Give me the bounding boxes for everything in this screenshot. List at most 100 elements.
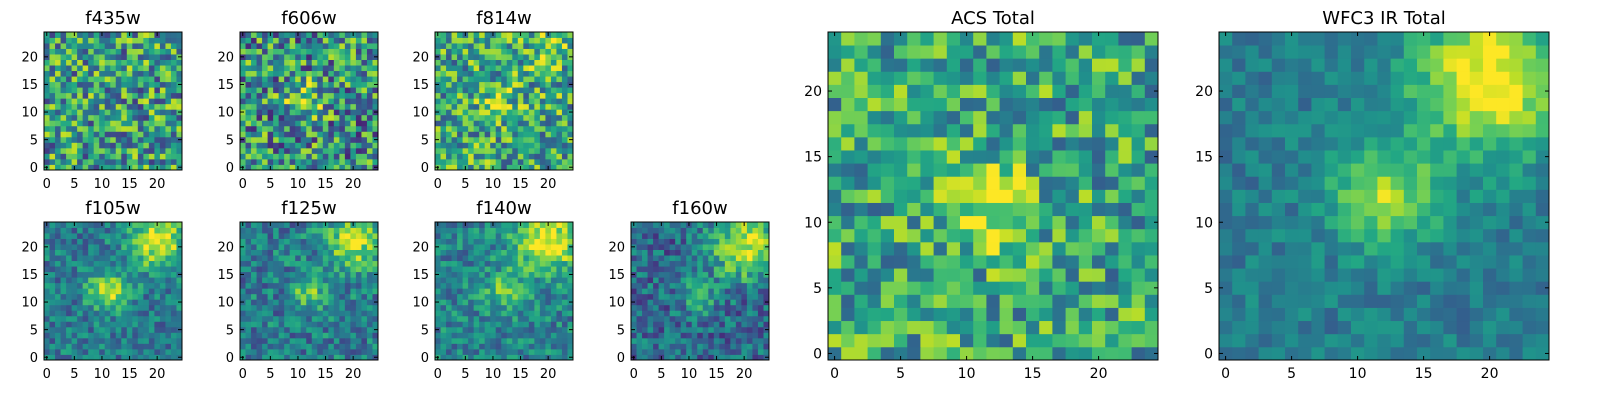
heatmap-cell (339, 147, 346, 154)
heatmap-cell (567, 158, 574, 165)
heatmap-cell (110, 227, 117, 234)
heatmap-cell (647, 238, 654, 245)
heatmap-cell (512, 271, 519, 278)
heatmap-cell (550, 282, 557, 289)
heatmap-cell (66, 76, 72, 83)
heatmap-cell (311, 87, 318, 94)
heatmap-cell (284, 288, 291, 295)
heatmap-cell (746, 343, 753, 350)
heatmap-cell (490, 54, 497, 60)
heatmap-cell (170, 255, 177, 262)
heatmap-cell (495, 65, 502, 72)
heatmap-cell (159, 147, 166, 154)
heatmap-cell (240, 332, 246, 339)
heatmap-cell (170, 65, 177, 72)
heatmap-cell (49, 315, 56, 322)
heatmap-cell (176, 238, 183, 245)
heatmap-cell (300, 136, 307, 143)
heatmap-cell (752, 337, 759, 344)
heatmap-cell (344, 103, 351, 110)
heatmap-cell (328, 348, 335, 355)
heatmap-cell (148, 343, 155, 350)
heatmap-cell (44, 282, 50, 289)
heatmap-cell (311, 277, 318, 284)
heatmap-cell (333, 321, 340, 328)
heatmap-cell (561, 277, 568, 284)
heatmap-cell (132, 158, 139, 165)
heatmap-cell (708, 343, 715, 350)
heatmap-cell (506, 354, 513, 361)
heatmap-cell (82, 164, 89, 171)
heatmap-cell (523, 227, 530, 234)
heatmap-cell (110, 337, 117, 344)
heatmap-cell (741, 249, 748, 256)
heatmap-cell (523, 321, 530, 328)
heatmap-cell (501, 120, 508, 127)
heatmap-cell (664, 282, 671, 289)
heatmap-cell (71, 337, 78, 344)
heatmap-cell (534, 59, 541, 66)
heatmap-cell (506, 136, 513, 143)
heatmap-cell (451, 238, 458, 245)
heatmap-cell (713, 304, 720, 311)
heatmap-cell (132, 114, 139, 121)
heatmap-cell (306, 321, 313, 328)
heatmap-cell (126, 103, 133, 110)
heatmap-cell (501, 249, 508, 256)
heatmap-cell (512, 277, 519, 284)
heatmap-cell (311, 348, 318, 355)
heatmap-cell (245, 249, 252, 256)
heatmap-cell (176, 255, 183, 262)
heatmap-cell (636, 343, 643, 350)
heatmap-cell (110, 249, 117, 256)
heatmap-cell (262, 321, 268, 328)
heatmap-cell (176, 37, 183, 44)
heatmap-cell (757, 238, 764, 245)
heatmap-cell (284, 164, 291, 171)
heatmap-cell (534, 120, 541, 127)
heatmap-cell (735, 266, 742, 273)
heatmap-cell (77, 70, 84, 77)
heatmap-cell (44, 260, 50, 267)
heatmap-cell (366, 337, 373, 344)
heatmap-cell (143, 164, 150, 171)
heatmap-cell (322, 244, 329, 250)
heatmap-cell (372, 98, 379, 105)
heatmap-cell (647, 321, 654, 328)
heatmap-cell (77, 109, 84, 116)
heatmap-cell (490, 244, 497, 250)
heatmap-cell (93, 114, 100, 121)
heatmap-cell (907, 346, 921, 361)
heatmap-cell (680, 310, 687, 317)
heatmap-cell (44, 125, 50, 132)
heatmap-cell (539, 32, 546, 38)
heatmap-cell (132, 92, 139, 99)
heatmap-cell (366, 103, 373, 110)
heatmap-cell (631, 238, 637, 245)
heatmap-cell (55, 326, 61, 333)
heatmap-cell (366, 43, 373, 49)
heatmap-cell (55, 238, 61, 245)
heatmap-cell (77, 76, 84, 83)
heatmap-cell (506, 120, 513, 127)
heatmap-cell (350, 98, 357, 105)
heatmap-cell (333, 120, 340, 127)
heatmap-cell (71, 147, 78, 154)
heatmap-cell (110, 142, 117, 149)
heatmap-cell (170, 244, 177, 250)
heatmap-cell (828, 150, 842, 164)
heatmap-cell (251, 260, 257, 267)
heatmap-cell (273, 222, 280, 228)
heatmap-cell (262, 54, 268, 60)
heatmap-cell (262, 326, 268, 333)
heatmap-cell (256, 321, 263, 328)
heatmap-cell (741, 255, 748, 262)
heatmap-cell (159, 70, 166, 77)
heatmap-cell (484, 92, 491, 99)
heatmap-cell (495, 326, 502, 333)
heatmap-cell (66, 222, 72, 228)
heatmap-cell (523, 131, 530, 138)
heatmap-cell (143, 249, 150, 256)
heatmap-cell (484, 48, 491, 55)
heatmap-cell (691, 288, 698, 295)
